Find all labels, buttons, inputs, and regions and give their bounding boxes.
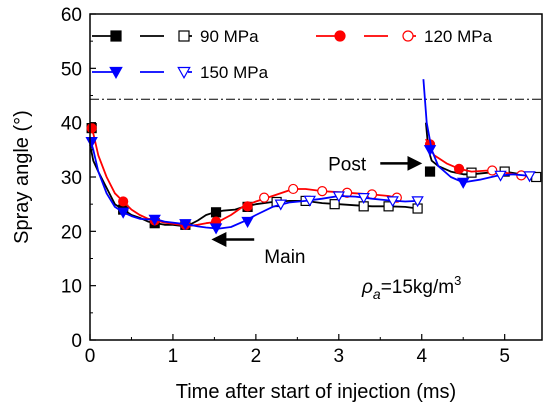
data-point-filled [179, 219, 192, 231]
density-symbol: ρ [361, 277, 373, 298]
data-point-filled [241, 216, 254, 228]
data-point-open [329, 199, 340, 210]
series-2 [86, 123, 530, 230]
data-point-filled [85, 137, 98, 149]
data-point-filled [423, 145, 437, 157]
annotation-main: Main [211, 231, 305, 268]
x-tick-label: 4 [416, 346, 427, 367]
annotation-label: Main [264, 247, 305, 268]
data-point-filled [210, 207, 222, 218]
data-point-filled [457, 177, 470, 189]
legend-marker-open [177, 66, 191, 79]
y-tick-label: 50 [61, 59, 82, 80]
x-tick-label: 5 [499, 346, 510, 367]
series-line-post [425, 122, 537, 178]
x-tick-label: 2 [251, 346, 262, 367]
legend-item: 150 MPa [92, 63, 269, 82]
x-tick-label: 1 [168, 346, 179, 367]
data-point-open [523, 171, 536, 183]
legend-marker-open [178, 30, 190, 42]
y-tick-label: 10 [61, 277, 82, 298]
y-tick-label: 40 [61, 114, 82, 135]
density-label: ρa=15kg/m3 [361, 273, 461, 302]
data-point-open [466, 167, 477, 178]
annotation-label: Post [328, 154, 367, 175]
series-line-post [422, 79, 530, 184]
data-point-filled [209, 223, 223, 235]
data-point-filled [148, 214, 161, 226]
y-axis-label: Spray angle (°) [11, 110, 33, 244]
data-point-filled [453, 163, 465, 174]
legend-marker-open [402, 30, 414, 42]
x-axis-label: Time after start of injection (ms) [176, 381, 456, 403]
data-point-open [411, 196, 424, 208]
series-layer [85, 79, 542, 235]
annotations: Main Post ρa=15kg/m3 [211, 154, 461, 302]
y-tick-label: 0 [71, 331, 82, 352]
data-point-open [303, 195, 316, 207]
legend-marker-filled [334, 30, 346, 42]
data-point-open [259, 192, 270, 203]
x-tick-label: 0 [85, 346, 96, 367]
legend-item: 120 MPa [316, 27, 493, 46]
legend: 90 MPa 120 MPa 150 MPa [92, 27, 493, 82]
density-subscript: a [373, 286, 381, 302]
annotation-post: Post [328, 154, 423, 175]
data-point-filled [424, 166, 436, 177]
data-point-open [317, 186, 328, 197]
data-point-filled [242, 201, 253, 212]
data-point-open [357, 192, 370, 205]
series-1 [86, 122, 542, 230]
data-point-open [274, 199, 287, 211]
series-3 [85, 79, 536, 235]
series-line-post [425, 138, 530, 178]
legend-label: 90 MPa [200, 27, 259, 46]
data-point-open [332, 191, 346, 203]
legend-label: 120 MPa [424, 27, 493, 46]
legend-marker-filled [109, 66, 123, 79]
legend-marker-filled [110, 30, 122, 42]
data-point-open [288, 183, 299, 195]
data-point-open [487, 165, 498, 176]
legend-item: 90 MPa [92, 27, 259, 46]
legend-label: 150 MPa [200, 63, 269, 82]
y-tick-label: 20 [61, 222, 82, 243]
data-point-filled [118, 196, 129, 207]
x-tick-label: 3 [334, 346, 345, 367]
density-value: =15kg/m [381, 277, 454, 298]
data-point-open [386, 196, 399, 208]
data-point-filled [86, 123, 97, 134]
data-point-open [494, 170, 507, 182]
density-superscript: 3 [454, 273, 461, 288]
y-tick-label: 60 [61, 5, 82, 26]
data-point-filled [116, 207, 130, 219]
y-tick-label: 30 [61, 168, 82, 189]
